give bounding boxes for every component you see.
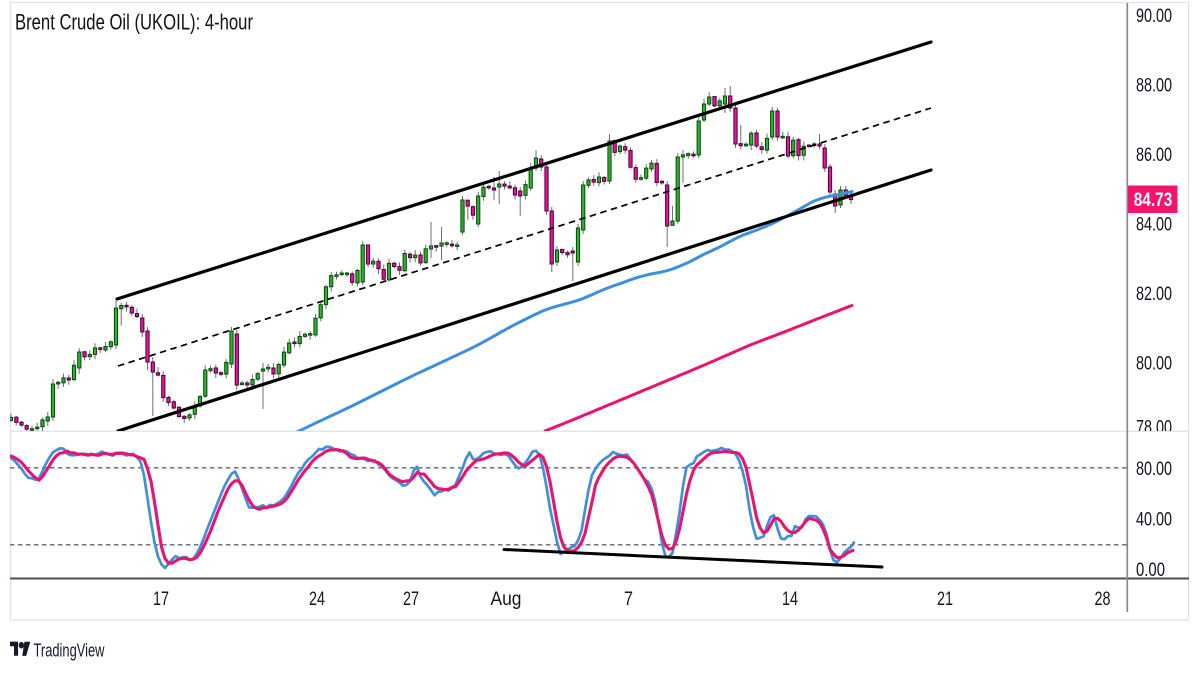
svg-text:24: 24 bbox=[309, 589, 325, 610]
svg-text:88.00: 88.00 bbox=[1136, 76, 1172, 97]
svg-text:80.00: 80.00 bbox=[1136, 354, 1172, 375]
svg-text:90.00: 90.00 bbox=[1136, 6, 1172, 27]
svg-text:0.00: 0.00 bbox=[1136, 560, 1165, 581]
svg-text:84.00: 84.00 bbox=[1136, 215, 1172, 236]
svg-text:78.00: 78.00 bbox=[1136, 418, 1172, 439]
svg-text:28: 28 bbox=[1095, 589, 1111, 610]
svg-text:40.00: 40.00 bbox=[1136, 509, 1172, 530]
svg-text:TradingView: TradingView bbox=[34, 640, 105, 661]
svg-text:7: 7 bbox=[624, 589, 633, 610]
svg-text:Brent Crude Oil (UKOIL): 4-hou: Brent Crude Oil (UKOIL): 4-hour bbox=[15, 10, 253, 35]
svg-text:21: 21 bbox=[937, 589, 953, 610]
svg-text:80.00: 80.00 bbox=[1136, 459, 1172, 480]
svg-text:82.00: 82.00 bbox=[1136, 284, 1172, 305]
svg-text:84.73: 84.73 bbox=[1134, 190, 1173, 211]
svg-text:27: 27 bbox=[403, 589, 419, 610]
svg-text:17: 17 bbox=[153, 589, 169, 610]
svg-text:86.00: 86.00 bbox=[1136, 145, 1172, 166]
svg-text:Aug: Aug bbox=[491, 589, 522, 610]
svg-text:14: 14 bbox=[782, 589, 798, 610]
